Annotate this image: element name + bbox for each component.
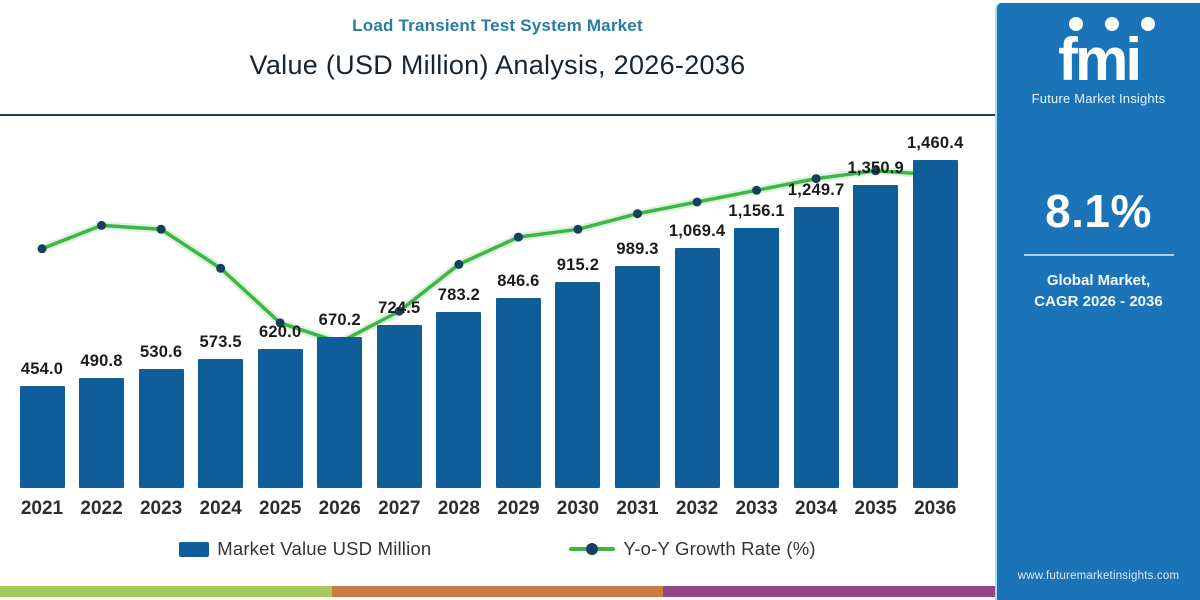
bar-2022 <box>79 377 125 488</box>
sidebar-divider <box>1023 254 1174 256</box>
cagr-value: 8.1% <box>1045 185 1152 237</box>
person-head-icon <box>1140 17 1155 31</box>
bar-value-label-2035: 1,350.9 <box>847 158 904 177</box>
x-axis-label-2022: 2022 <box>80 498 123 519</box>
logo-text: fmi <box>1058 26 1142 93</box>
x-axis-label-2023: 2023 <box>139 498 183 519</box>
x-axis-label-2021: 2021 <box>20 498 64 519</box>
line-marker-2029 <box>513 232 523 242</box>
chart-subtitle: Value (USD Million) Analysis, 2026-2036 <box>249 50 746 80</box>
stripe-green <box>0 586 332 597</box>
person-head-icon <box>1068 17 1083 31</box>
bar-value-label-2022: 490.8 <box>80 351 123 370</box>
legend-label-growth-rate: Y-o-Y Growth Rate (%) <box>623 538 816 559</box>
bar-value-label-2036: 1,460.4 <box>907 134 964 152</box>
line-marker-2022 <box>97 220 107 230</box>
x-axis-label-2030: 2030 <box>556 498 600 519</box>
bar-2023 <box>138 368 184 488</box>
chart-canvas: 2021 2022 2023 2024 2025 2026 2027 2028 2029 2030… <box>0 118 985 528</box>
title-divider <box>0 114 995 116</box>
footer-stripes <box>0 586 996 597</box>
bar-2033 <box>734 228 780 488</box>
line-marker-dot-icon <box>586 543 599 555</box>
website-link[interactable]: www.futuremarketinsights.com <box>1017 570 1180 582</box>
bar-value-label-2029: 846.6 <box>497 271 540 290</box>
cagr-caption-line1: Global Market, <box>1046 272 1151 289</box>
bar-series-swatch-icon <box>179 541 210 557</box>
bar-2025 <box>257 348 303 488</box>
line-marker-2031 <box>633 209 642 219</box>
bar-value-label-2031: 989.3 <box>616 239 659 258</box>
bar-value-label-2032: 1,069.4 <box>668 221 726 240</box>
bar-2027 <box>376 325 422 488</box>
line-marker-2033 <box>752 185 762 195</box>
bar-value-label-2034: 1,249.7 <box>787 181 845 200</box>
bar-value-label-2033: 1,156.1 <box>728 202 785 221</box>
x-axis-label-2025: 2025 <box>259 498 302 519</box>
fmi-logo: fmi Future Market Insights <box>997 3 1200 106</box>
line-marker-2023 <box>156 224 166 234</box>
legend-item-growth-rate[interactable]: Y-o-Y Growth Rate (%) <box>569 538 816 560</box>
bar-value-label-2026: 670.2 <box>318 311 361 330</box>
bar-value-label-2027: 724.5 <box>378 299 421 318</box>
bar-2036 <box>912 160 958 488</box>
stripe-purple <box>663 586 996 597</box>
brand-sidebar: fmi Future Market Insights 8.1% Global M… <box>995 3 1200 600</box>
bar-2030 <box>555 282 601 488</box>
bar-value-label-2023: 530.6 <box>139 342 183 361</box>
bar-2029 <box>495 297 541 488</box>
x-axis-label-2035: 2035 <box>854 498 897 519</box>
bar-2031 <box>615 265 660 488</box>
legend-label-market-value: Market Value USD Million <box>217 538 432 559</box>
x-axis-label-2027: 2027 <box>378 498 421 519</box>
line-marker-2032 <box>692 197 702 207</box>
logo-person-icons <box>997 17 1200 31</box>
bar-value-label-2025: 620.0 <box>259 322 302 341</box>
line-marker-2028 <box>454 259 464 269</box>
bar-value-label-2030: 915.2 <box>556 256 600 275</box>
x-axis-label-2028: 2028 <box>437 498 480 519</box>
bar-2032 <box>674 247 720 488</box>
bar-value-label-2021: 454.0 <box>20 360 64 379</box>
bar-2026 <box>317 337 363 488</box>
person-head-icon <box>1104 17 1119 31</box>
legend: Market Value USD Million Y-o-Y Growth Ra… <box>0 538 995 560</box>
bar-2021 <box>19 386 65 488</box>
chart-title: Load Transient Test System Market <box>352 16 643 35</box>
x-axis-label-2033: 2033 <box>735 498 778 519</box>
x-axis-label-2029: 2029 <box>497 498 540 519</box>
bar-2034 <box>793 207 839 488</box>
bar-2035 <box>853 184 899 488</box>
x-axis-label-2034: 2034 <box>795 498 838 519</box>
bar-2028 <box>436 312 482 488</box>
line-marker-2030 <box>573 224 583 234</box>
line-marker-2021 <box>37 244 47 254</box>
legend-item-market-value[interactable]: Market Value USD Million <box>179 538 431 560</box>
bar-2024 <box>198 359 244 488</box>
logo-subtext: Future Market Insights <box>1031 91 1166 106</box>
line-series-swatch-icon <box>569 543 616 555</box>
x-axis-label-2032: 2032 <box>675 498 719 519</box>
chart-panel: Load Transient Test System Market Value … <box>0 16 996 597</box>
cagr-caption-line2: CAGR 2026 - 2036 <box>1034 293 1163 310</box>
x-axis-label-2026: 2026 <box>318 498 361 519</box>
bar-value-label-2024: 573.5 <box>199 333 242 352</box>
cagr-caption: Global Market, CAGR 2026 - 2036 <box>997 270 1200 312</box>
line-marker-2024 <box>216 263 226 273</box>
x-axis-label-2031: 2031 <box>616 498 659 519</box>
bar-value-label-2028: 783.2 <box>437 286 480 305</box>
x-axis-label-2036: 2036 <box>914 498 957 519</box>
stripe-orange <box>331 586 664 597</box>
x-axis-label-2024: 2024 <box>199 498 242 519</box>
